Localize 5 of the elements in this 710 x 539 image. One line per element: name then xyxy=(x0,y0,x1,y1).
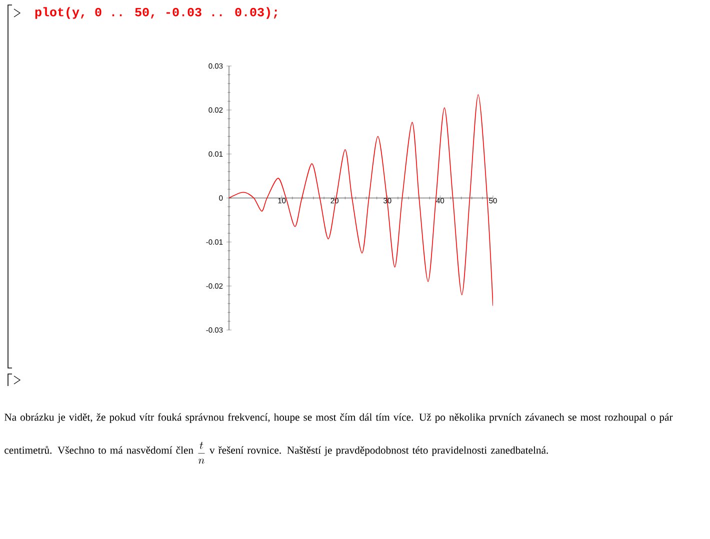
text: centimetrů. Všechno to má nasvědomí člen xyxy=(4,446,194,454)
text: Na obrázku je vidět, že pokud vítr fouká správnou frekvencí, houpe se most čím dál tím více. Už po několika prvních závanech se most rozhoupal o pár xyxy=(4,413,673,423)
chart-title: plot(y, 0 .. 50, -0.03 .. 0.03); xyxy=(35,7,277,19)
text: v řešení rovnice. Naštěstí je pravděpodobnost této pravidelnosti zanedbatelná. xyxy=(209,446,548,456)
text: $\frac{t}{n}$ xyxy=(198,442,205,464)
